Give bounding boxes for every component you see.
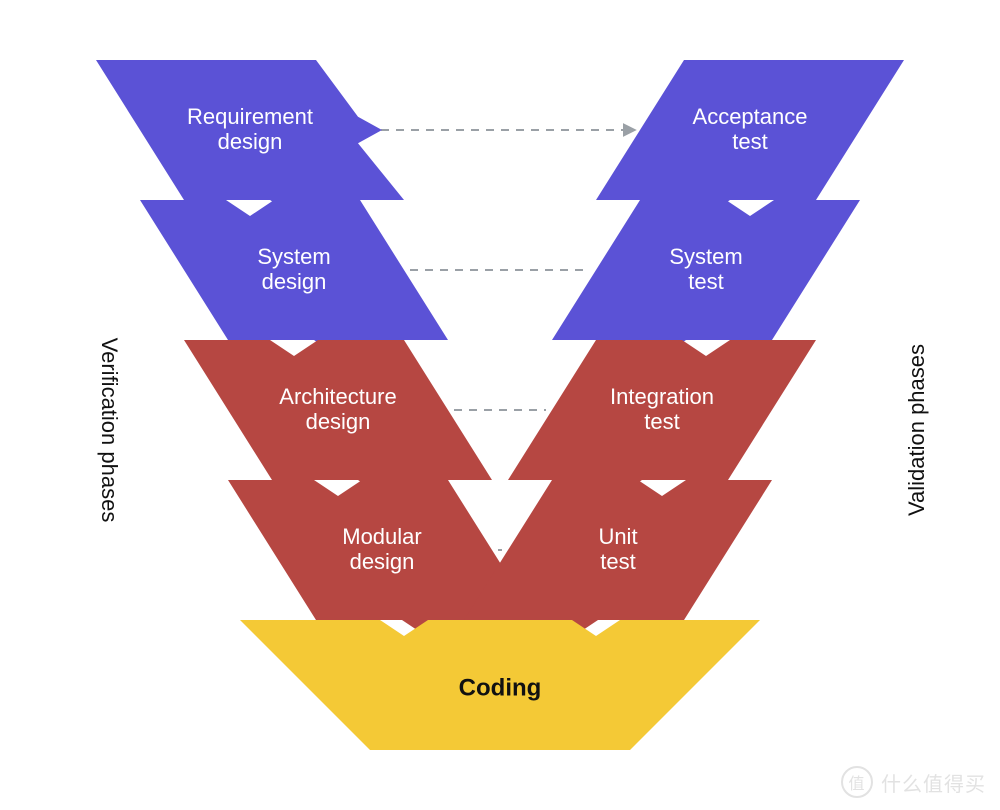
coding-node-label: Coding	[459, 674, 542, 701]
v-model-diagram: RequirementdesignSystemdesignArchitectur…	[0, 0, 1000, 810]
right-node-unit-label: Unittest	[598, 524, 637, 574]
left-node-mod-label: Modulardesign	[342, 524, 421, 574]
left-side-label: Verification phases	[97, 338, 122, 523]
watermark-icon: 值	[841, 766, 873, 798]
right-side-label: Validation phases	[904, 344, 929, 516]
left-node-sys-label: Systemdesign	[257, 244, 330, 294]
watermark-text: 什么值得买	[881, 768, 986, 797]
watermark: 值 什么值得买	[841, 766, 986, 798]
diagram-svg: RequirementdesignSystemdesignArchitectur…	[0, 0, 1000, 810]
